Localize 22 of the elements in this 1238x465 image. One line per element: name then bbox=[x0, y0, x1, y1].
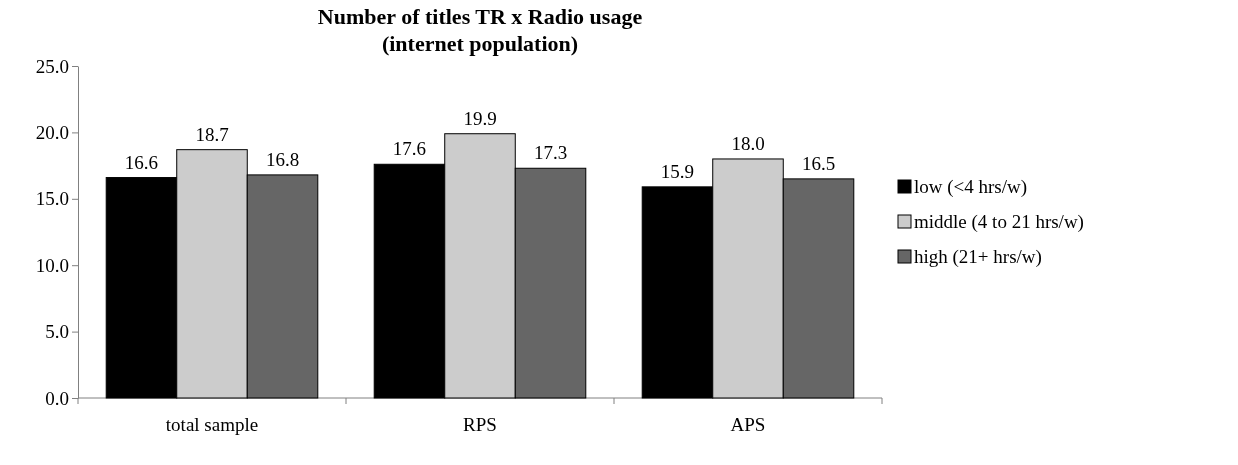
data-label: 17.3 bbox=[533, 142, 568, 164]
y-tick-label: 5.0 bbox=[45, 321, 69, 343]
chart-title: Number of titles TR x Radio usage (internet population) bbox=[317, 4, 643, 56]
data-label: 16.8 bbox=[265, 148, 300, 170]
legend-label: high (21+ hrs/w) bbox=[914, 246, 1042, 268]
data-label: 18.7 bbox=[195, 123, 229, 145]
data-label: 17.6 bbox=[392, 138, 427, 160]
legend-label: low (<4 hrs/w) bbox=[914, 176, 1028, 198]
data-label: 19.9 bbox=[463, 107, 497, 129]
x-tick-label: RPS bbox=[463, 414, 497, 435]
y-tick-label: 15.0 bbox=[35, 188, 69, 210]
data-label: 16.5 bbox=[801, 152, 836, 174]
x-tick-label: total sample bbox=[165, 414, 259, 435]
y-tick-label: 0.0 bbox=[45, 387, 69, 409]
y-tick-label: 25.0 bbox=[35, 55, 69, 77]
data-label: 18.0 bbox=[731, 132, 765, 154]
legend-label: middle (4 to 21 hrs/w) bbox=[914, 211, 1084, 233]
data-label: 15.9 bbox=[660, 160, 695, 182]
y-tick-label: 10.0 bbox=[35, 254, 69, 276]
x-tick-label: APS bbox=[730, 414, 766, 435]
y-tick-label: 20.0 bbox=[35, 121, 69, 143]
data-label: 16.6 bbox=[124, 151, 159, 173]
